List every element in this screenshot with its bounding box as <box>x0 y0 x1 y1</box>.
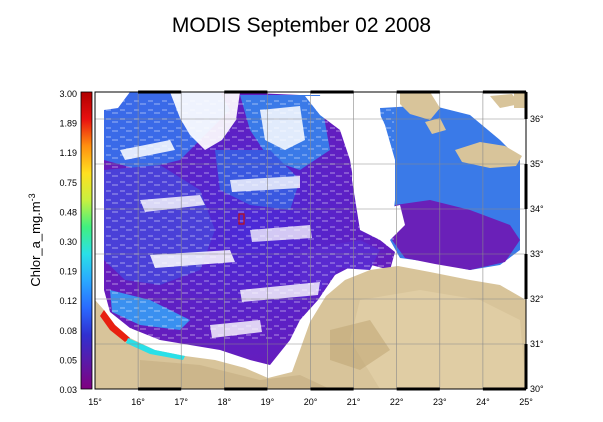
colorbar-tick-label: 1.89 <box>59 119 77 129</box>
latitude-label: 33° <box>530 249 544 259</box>
longitude-label: 24° <box>476 397 490 407</box>
colorbar-bar <box>80 91 93 390</box>
colorbar-tick-label: 3.00 <box>59 89 77 99</box>
colorbar-tick-label: 0.05 <box>59 355 77 365</box>
colorbar-tick-label: 0.03 <box>59 385 77 395</box>
colorbar-title-text: Chlor_a_mg.m <box>28 201 43 286</box>
latitude-label: 32° <box>530 294 544 304</box>
latitude-labels: 30° 31° 32° 33° 34° 35° 36° <box>530 114 544 394</box>
latitude-label: 34° <box>530 204 544 214</box>
frame-bar <box>224 90 268 94</box>
frame-bar <box>310 90 354 94</box>
land-corner-ne <box>514 92 526 108</box>
colorbar-tick-label: 0.12 <box>59 296 77 306</box>
frame-bar <box>138 387 182 391</box>
longitude-label: 16° <box>131 397 145 407</box>
station-marker <box>238 213 245 225</box>
colorbar-tick-label: 1.19 <box>59 148 77 158</box>
colorbar: 3.00 1.89 1.19 0.75 0.48 0.30 0.19 0.12 0.08 0.05… <box>27 89 93 395</box>
colorbar-tick-label: 0.19 <box>59 267 77 277</box>
colorbar-tick-label: 0.75 <box>59 178 77 188</box>
latitude-label: 35° <box>530 159 544 169</box>
land-crete <box>455 142 522 168</box>
colorbar-tick-label: 0.48 <box>59 207 77 217</box>
land-greece-tip <box>400 92 440 120</box>
longitude-label: 21° <box>347 397 361 407</box>
land-shade-3 <box>330 320 390 370</box>
longitude-label: 25° <box>519 397 533 407</box>
map-title: MODIS September 02 2008 <box>171 14 432 37</box>
map-body <box>95 92 526 389</box>
longitude-label: 15° <box>88 397 102 407</box>
frame-bar <box>138 90 182 94</box>
lat-lon-grid <box>95 92 526 389</box>
frame-bar <box>524 254 528 299</box>
frame-bar <box>482 387 526 391</box>
colorbar-title: Chlor_a_mg.m-3 <box>27 193 43 286</box>
frame-bar <box>396 90 440 94</box>
longitude-label: 17° <box>174 397 188 407</box>
coastal-bloom-edge <box>126 338 185 360</box>
frame-bar <box>224 387 268 391</box>
latitude-label: 30° <box>530 384 544 394</box>
frame-bar <box>482 90 526 94</box>
land-island-ne <box>490 94 520 108</box>
longitude-label: 18° <box>217 397 231 407</box>
longitude-labels: 15° 16° 17° 18° 19° 20° 21° 22° 23° 24° 25° <box>88 397 533 407</box>
frame-bar <box>396 387 440 391</box>
coastal-bloom-band <box>100 310 130 342</box>
longitude-label: 20° <box>304 397 318 407</box>
frame-bar <box>524 344 528 389</box>
colorbar-tick-labels: 3.00 1.89 1.19 0.75 0.48 0.30 0.19 0.12 0.08 0.05… <box>59 89 77 395</box>
longitude-label: 23° <box>433 397 447 407</box>
land-shade-2 <box>350 290 526 389</box>
latitude-label: 31° <box>530 339 544 349</box>
land-shade-1 <box>140 360 330 389</box>
land-island-small <box>425 118 446 134</box>
frame-bar <box>310 387 354 391</box>
longitude-label: 19° <box>261 397 275 407</box>
colorbar-tick-label: 0.30 <box>59 237 77 247</box>
colorbar-tick-label: 0.08 <box>59 326 77 336</box>
latitude-label: 36° <box>530 114 544 124</box>
frame-bar <box>524 164 528 209</box>
sea-east-purple <box>392 200 520 270</box>
frame-tick-bars <box>138 90 528 391</box>
colorbar-title-superscript: -3 <box>27 193 37 201</box>
longitude-label: 22° <box>390 397 404 407</box>
frame-bar <box>524 92 528 119</box>
